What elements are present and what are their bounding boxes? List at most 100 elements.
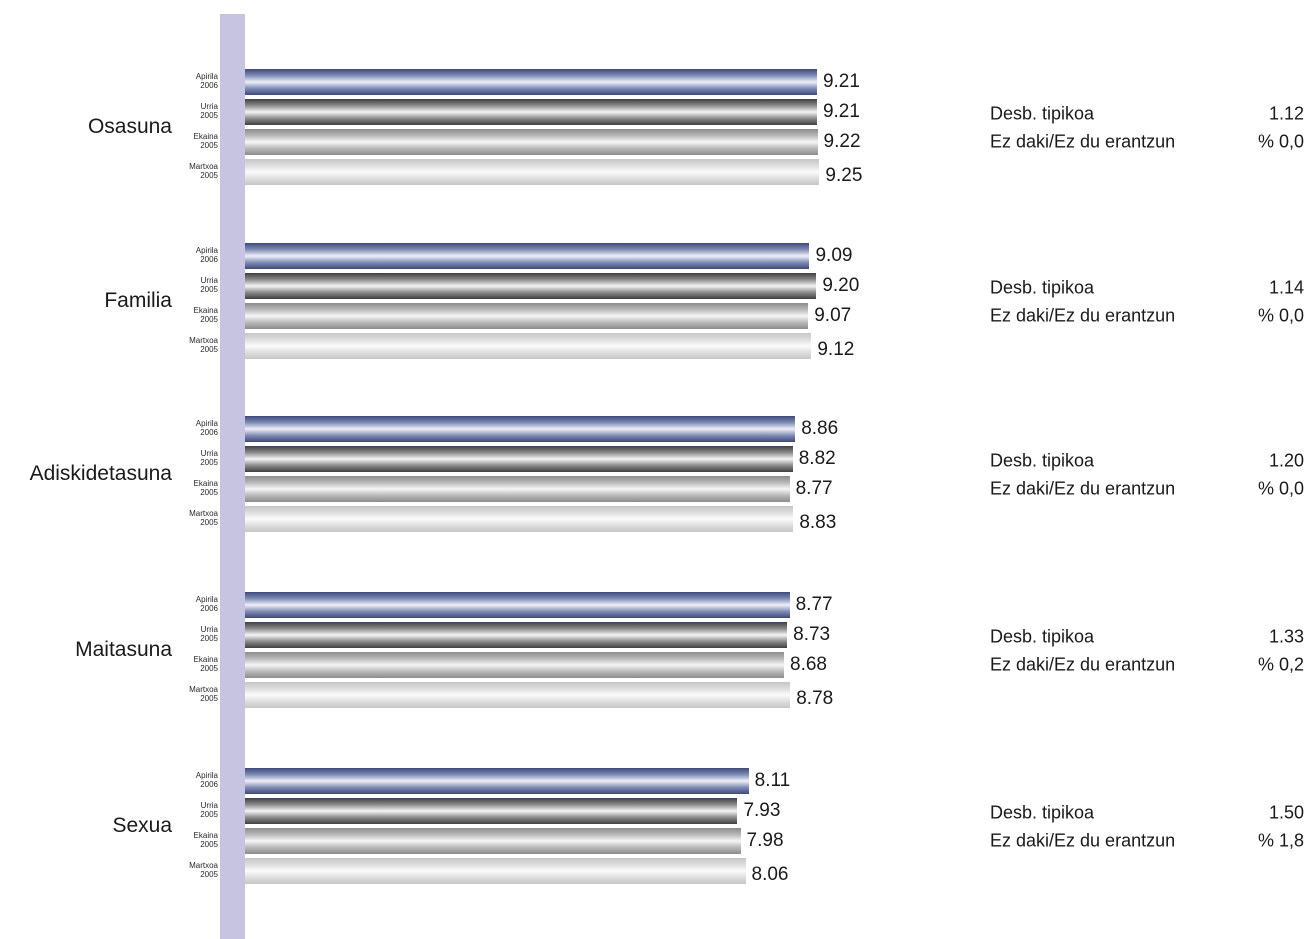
bar xyxy=(245,273,817,299)
value-label: 8.77 xyxy=(795,478,833,499)
category-label: Familia xyxy=(104,289,172,312)
bar xyxy=(245,243,810,269)
period-label-line: Ekaina xyxy=(193,655,218,664)
period-label-line: 2006 xyxy=(200,780,218,789)
stat-label: Ez daki/Ez du erantzun xyxy=(990,305,1176,326)
stat-value: % 0,0 xyxy=(1257,305,1304,326)
period-label: Martxoa 2005 xyxy=(158,509,218,527)
value-label: 8.78 xyxy=(796,688,834,709)
stat-label: Desb. tipikoa xyxy=(990,802,1095,823)
period-label-line: 2006 xyxy=(200,428,218,437)
period-label-line: 2006 xyxy=(200,81,218,90)
period-label-line: 2005 xyxy=(200,458,218,467)
stat-value: 1.50 xyxy=(1268,802,1304,823)
period-label-line: 2006 xyxy=(200,604,218,613)
period-label: Ekaina 2005 xyxy=(158,306,218,324)
period-label: Apirila 2006 xyxy=(158,595,218,613)
value-label: 9.25 xyxy=(825,165,863,186)
period-label: Martxoa 2005 xyxy=(158,685,218,703)
period-label-line: 2005 xyxy=(200,694,218,703)
value-label: 7.93 xyxy=(743,800,781,821)
category-label: Sexua xyxy=(112,814,172,837)
value-label: 9.22 xyxy=(823,131,861,152)
period-label-line: 2005 xyxy=(200,810,218,819)
period-label: Apirila 2006 xyxy=(158,246,218,264)
period-label: Martxoa 2005 xyxy=(158,162,218,180)
period-label-line: 2005 xyxy=(200,345,218,354)
period-label-line: Urria xyxy=(200,102,218,111)
value-label: 9.09 xyxy=(815,245,853,266)
value-label: 9.21 xyxy=(822,101,860,122)
period-label-line: 2005 xyxy=(200,171,218,180)
period-label: Martxoa 2005 xyxy=(158,336,218,354)
period-label-line: Ekaina xyxy=(193,831,218,840)
period-label-line: 2005 xyxy=(200,870,218,879)
period-label-line: Urria xyxy=(200,801,218,810)
value-label: 9.12 xyxy=(817,339,855,360)
bar xyxy=(245,682,791,708)
category-label: Adiskidetasuna xyxy=(29,462,172,485)
period-label: Apirila 2006 xyxy=(158,771,218,789)
category-label: Osasuna xyxy=(87,115,172,138)
value-label: 8.11 xyxy=(754,770,791,791)
period-label-line: 2005 xyxy=(200,285,218,294)
period-label-line: Urria xyxy=(200,449,218,458)
period-label: Martxoa 2005 xyxy=(158,861,218,879)
value-label: 8.83 xyxy=(799,512,837,533)
period-label-line: 2005 xyxy=(200,111,218,120)
period-label-line: Apirila xyxy=(195,595,218,604)
period-label-line: 2005 xyxy=(200,315,218,324)
value-label: 8.86 xyxy=(801,418,839,439)
stat-value: % 0,0 xyxy=(1257,131,1304,152)
bar xyxy=(245,506,794,532)
period-label: Apirila 2006 xyxy=(158,72,218,90)
bar xyxy=(245,303,809,329)
bar xyxy=(245,129,818,155)
bar xyxy=(245,828,741,854)
period-label: Ekaina 2005 xyxy=(158,479,218,497)
period-label-line: 2005 xyxy=(200,634,218,643)
bar xyxy=(245,622,788,648)
value-label: 9.20 xyxy=(822,275,860,296)
period-label-line: Apirila xyxy=(195,771,218,780)
bar xyxy=(245,652,785,678)
stat-value: 1.20 xyxy=(1268,450,1304,471)
bar xyxy=(245,858,746,884)
value-label: 8.68 xyxy=(790,654,827,675)
period-label-line: Urria xyxy=(200,276,218,285)
period-label-line: Martxoa xyxy=(189,685,218,694)
value-label: 8.77 xyxy=(795,594,833,615)
stat-label: Ez daki/Ez du erantzun xyxy=(990,654,1176,675)
period-label: Apirila 2006 xyxy=(158,419,218,437)
period-label-line: Apirila xyxy=(195,72,218,81)
value-label: 9.21 xyxy=(822,71,860,92)
period-label-line: Ekaina xyxy=(193,132,218,141)
bar xyxy=(245,99,817,125)
period-label-line: Martxoa xyxy=(189,336,218,345)
bar xyxy=(245,446,793,472)
axis-strip xyxy=(220,14,245,939)
period-label: Ekaina 2005 xyxy=(158,132,218,150)
period-label-line: Apirila xyxy=(195,419,218,428)
bar xyxy=(245,159,820,185)
stat-label: Ez daki/Ez du erantzun xyxy=(990,478,1176,499)
period-label-line: Martxoa xyxy=(189,509,218,518)
period-label-line: Martxoa xyxy=(189,162,218,171)
period-label-line: Ekaina xyxy=(193,306,218,315)
period-label-line: Apirila xyxy=(195,246,218,255)
stat-value: 1.12 xyxy=(1268,103,1304,124)
period-label: Urria 2005 xyxy=(158,449,218,467)
bar xyxy=(245,333,812,359)
period-label-line: 2005 xyxy=(200,664,218,673)
stat-label: Ez daki/Ez du erantzun xyxy=(990,830,1176,851)
stat-label: Ez daki/Ez du erantzun xyxy=(990,131,1176,152)
stat-label: Desb. tipikoa xyxy=(990,103,1095,124)
period-label-line: 2005 xyxy=(200,840,218,849)
period-label: Ekaina 2005 xyxy=(158,831,218,849)
bar xyxy=(245,476,790,502)
period-label: Urria 2005 xyxy=(158,801,218,819)
stat-label: Desb. tipikoa xyxy=(990,450,1095,471)
period-label-line: Ekaina xyxy=(193,479,218,488)
period-label-line: 2005 xyxy=(200,141,218,150)
